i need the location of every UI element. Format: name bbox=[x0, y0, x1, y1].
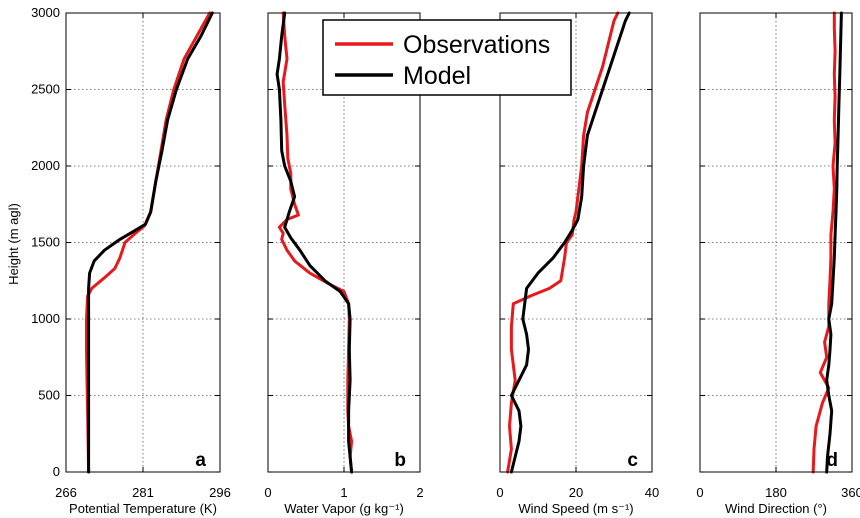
x-tick-label: 0 bbox=[496, 485, 503, 500]
series-line-model bbox=[87, 11, 214, 474]
x-tick-label: 0 bbox=[696, 485, 703, 500]
plot-frame bbox=[65, 12, 221, 473]
series-line-model bbox=[509, 11, 631, 474]
x-tick-label: 296 bbox=[209, 485, 231, 500]
x-tick-label: 2 bbox=[416, 485, 423, 500]
series-line-observations bbox=[811, 11, 837, 474]
panel-a: 0 500 1000 1500 2000 2500 3000 266 281 296Potenti… bbox=[31, 5, 231, 516]
series-line-model bbox=[275, 11, 354, 474]
x-tick-label: 180 bbox=[765, 485, 787, 500]
y-tick-label: 1500 bbox=[31, 235, 60, 250]
y-tick-label: 2000 bbox=[31, 158, 60, 173]
panel-label: a bbox=[195, 450, 206, 471]
plot-frame bbox=[699, 12, 853, 473]
panel-label: d bbox=[826, 450, 838, 471]
x-tick-label: 266 bbox=[55, 485, 77, 500]
y-tick-label: 3000 bbox=[31, 5, 60, 20]
x-tick-label: 20 bbox=[569, 485, 583, 500]
x-tick-label: 360 bbox=[841, 485, 860, 500]
panel-d: 0 180 360 Wind Direction (°) d bbox=[696, 11, 860, 516]
y-tick-label: 2500 bbox=[31, 82, 60, 97]
y-tick-label: 1000 bbox=[31, 311, 60, 326]
y-tick-label: 0 bbox=[53, 464, 60, 479]
plot-frame bbox=[267, 12, 421, 473]
panel-c: 0 20 40 Wind Speed (m s⁻¹) c bbox=[496, 11, 659, 516]
plot-frame bbox=[499, 12, 653, 473]
x-tick-label: 1 bbox=[340, 485, 347, 500]
series-line-model bbox=[825, 11, 843, 474]
y-tick-label: 500 bbox=[38, 388, 60, 403]
legend: Observations Model bbox=[322, 19, 572, 96]
legend-label-model: Model bbox=[403, 62, 471, 90]
legend-label-observations: Observations bbox=[403, 31, 550, 59]
x-axis-label: Water Vapor (g kg⁻¹) bbox=[284, 501, 404, 516]
x-axis-label: Wind Speed (m s⁻¹) bbox=[518, 501, 633, 516]
x-tick-label: 281 bbox=[132, 485, 154, 500]
series-line-observations bbox=[506, 11, 620, 474]
panel-label: c bbox=[627, 450, 638, 471]
x-tick-label: 0 bbox=[264, 485, 271, 500]
y-axis-label: Height (m agl) bbox=[6, 203, 21, 285]
series-line-observations bbox=[277, 11, 354, 474]
legend-box bbox=[322, 19, 572, 96]
x-tick-label: 40 bbox=[645, 485, 659, 500]
x-axis-label: Potential Temperature (K) bbox=[69, 501, 217, 516]
x-axis-label: Wind Direction (°) bbox=[725, 501, 827, 516]
series-line-observations bbox=[85, 11, 212, 474]
panel-label: b bbox=[394, 450, 406, 471]
panel-b: 0 1 2 Water Vapor (g kg⁻¹) b bbox=[264, 11, 424, 516]
